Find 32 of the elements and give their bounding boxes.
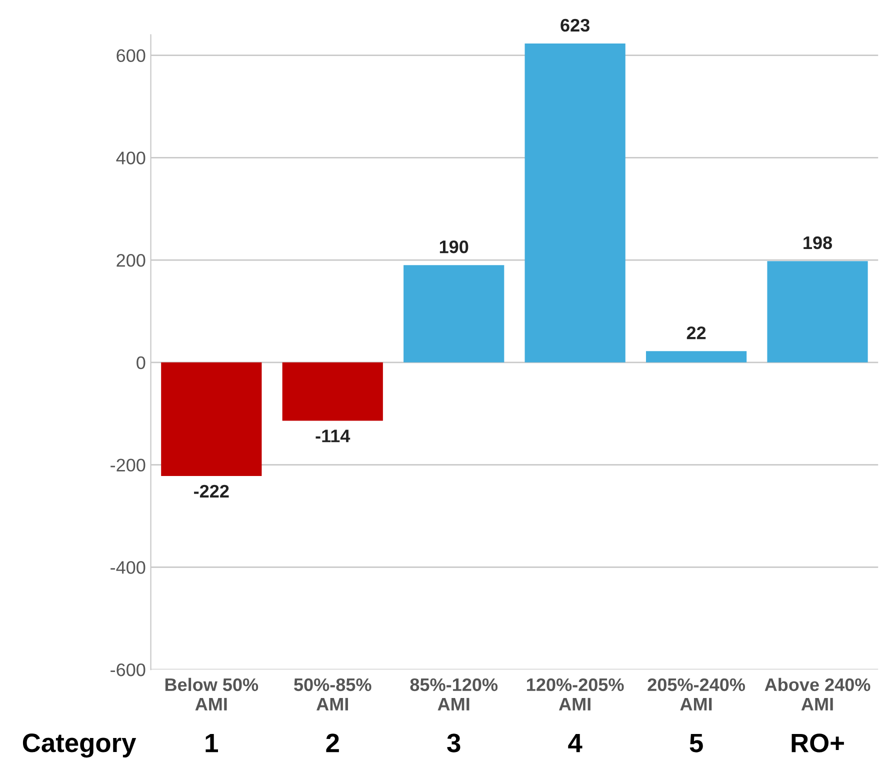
- data-label: 198: [804, 236, 832, 250]
- x-tick-label: 85%-120% AMI: [410, 678, 498, 710]
- x-tick-label: Below 50% AMI: [165, 678, 258, 710]
- bar: [767, 261, 868, 362]
- text: Category: [22, 734, 136, 758]
- data-label: -222: [194, 484, 229, 498]
- y-tick-label: -400: [110, 561, 146, 574]
- y-tick-label: -200: [110, 458, 146, 472]
- y-tick-label: 600: [116, 49, 146, 62]
- bar: [646, 351, 747, 362]
- x-tick-label: 50%-85% AMI: [294, 678, 372, 710]
- data-label: 22: [686, 326, 706, 340]
- bar: [161, 362, 262, 476]
- data-label: 623: [560, 18, 590, 32]
- data-label: -114: [316, 430, 350, 442]
- bar: [524, 44, 626, 362]
- x-tick-label: 120%-205% AMI: [527, 678, 624, 710]
- bar: [404, 265, 504, 362]
- y-tick-label: 400: [116, 152, 146, 164]
- data-label: 190: [440, 240, 468, 254]
- y-tick-label: 0: [136, 356, 146, 370]
- text: RO+: [792, 734, 844, 752]
- text: 3: [447, 734, 460, 752]
- text: 4: [568, 734, 582, 752]
- x-tick-label: 205%-240% AMI: [648, 678, 746, 710]
- x-tick-label: Above 240% AMI: [764, 678, 870, 710]
- text: 1: [206, 734, 218, 752]
- bar: [282, 362, 383, 421]
- y-tick-label: -600: [110, 663, 146, 676]
- text: 2: [326, 734, 339, 752]
- y-tick-label: 200: [116, 254, 146, 267]
- text: 5: [690, 734, 703, 752]
